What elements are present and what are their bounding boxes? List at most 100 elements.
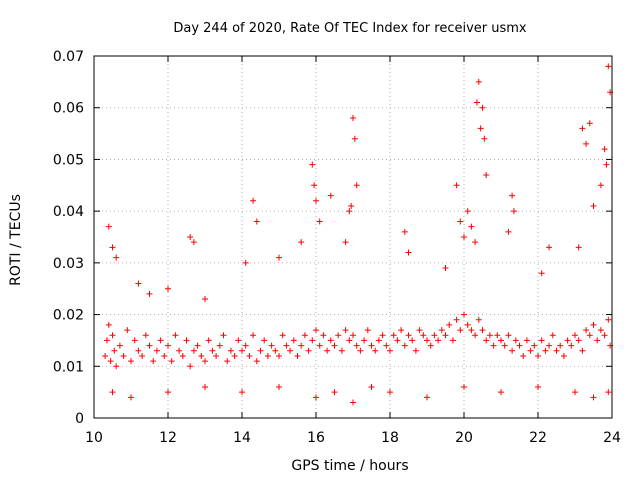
data-point [109,244,116,251]
data-point [457,327,464,334]
data-point [401,228,408,235]
data-point [142,332,149,339]
data-point [276,352,282,359]
data-point [253,218,260,225]
data-point [113,363,120,370]
data-point [172,332,179,339]
data-point [505,332,512,339]
y-tick-label: 0.03 [53,256,84,272]
data-point [165,342,171,349]
data-point [372,347,379,354]
data-point [605,63,612,70]
data-point [320,332,327,339]
data-point [105,321,112,328]
data-point [313,197,319,204]
y-tick-label: 0 [75,411,84,427]
data-point [194,342,201,349]
data-point [368,383,375,390]
data-point [361,337,368,344]
data-point [202,296,208,303]
data-point [135,280,142,287]
data-point [301,332,308,339]
data-point [146,290,153,297]
data-point [179,352,186,359]
data-point [387,347,393,354]
data-point [472,239,479,246]
data-point [546,342,553,349]
data-point [579,347,586,354]
data-point [464,208,471,215]
data-point [239,389,245,396]
data-point [387,389,393,396]
data-point [190,239,197,246]
data-point [479,327,486,334]
data-point [390,332,397,339]
data-point [453,316,460,323]
data-point [327,337,334,344]
data-point [446,321,453,328]
data-point [572,389,578,396]
data-point [220,332,227,339]
data-point [549,332,556,339]
data-point [161,352,168,359]
data-point [316,218,323,225]
data-point [461,311,467,318]
data-point [364,327,371,334]
data-point [294,352,301,359]
data-point [176,347,183,354]
data-point [557,342,564,349]
data-point [165,285,171,292]
data-point [313,394,319,401]
data-point [261,337,268,344]
data-point [272,347,279,354]
data-point [116,342,123,349]
data-point [483,171,490,178]
data-point [276,254,282,261]
axis-ticks [93,55,613,419]
y-tick-label: 0.01 [53,359,84,375]
data-point [242,259,249,266]
data-point [153,347,160,354]
data-point [449,337,456,344]
data-point [475,78,482,85]
data-point [305,347,312,354]
data-point [107,358,114,365]
data-point [290,337,297,344]
data-point [239,347,245,354]
y-tick-label: 0.07 [53,49,84,65]
data-point [135,347,142,354]
x-tick-label: 12 [159,430,177,446]
data-point [168,358,175,365]
data-point [128,394,134,401]
data-point [264,352,271,359]
data-point [379,332,386,339]
data-point [468,327,475,334]
data-point [157,337,164,344]
y-tick-labels: 0 0.01 0.02 0.03 0.04 0.05 0.06 0.07 [53,49,84,427]
data-point [183,337,190,344]
data-point [287,347,294,354]
data-point [198,352,205,359]
data-point [103,337,110,344]
data-point [298,342,305,349]
data-point [120,352,127,359]
data-point [351,135,358,142]
data-point [542,347,549,354]
data-point [464,321,471,328]
data-point [473,99,480,106]
data-point [590,321,597,328]
data-point [498,389,504,396]
data-point [227,347,234,354]
x-tick-label: 22 [529,430,547,446]
data-point [346,208,353,215]
data-point [431,332,438,339]
data-point [481,135,488,142]
data-point [409,337,416,344]
data-point [383,342,390,349]
data-point [605,316,612,323]
data-point [309,337,316,344]
plot-frame [93,55,613,419]
data-point [109,389,116,396]
data-point [594,337,601,344]
